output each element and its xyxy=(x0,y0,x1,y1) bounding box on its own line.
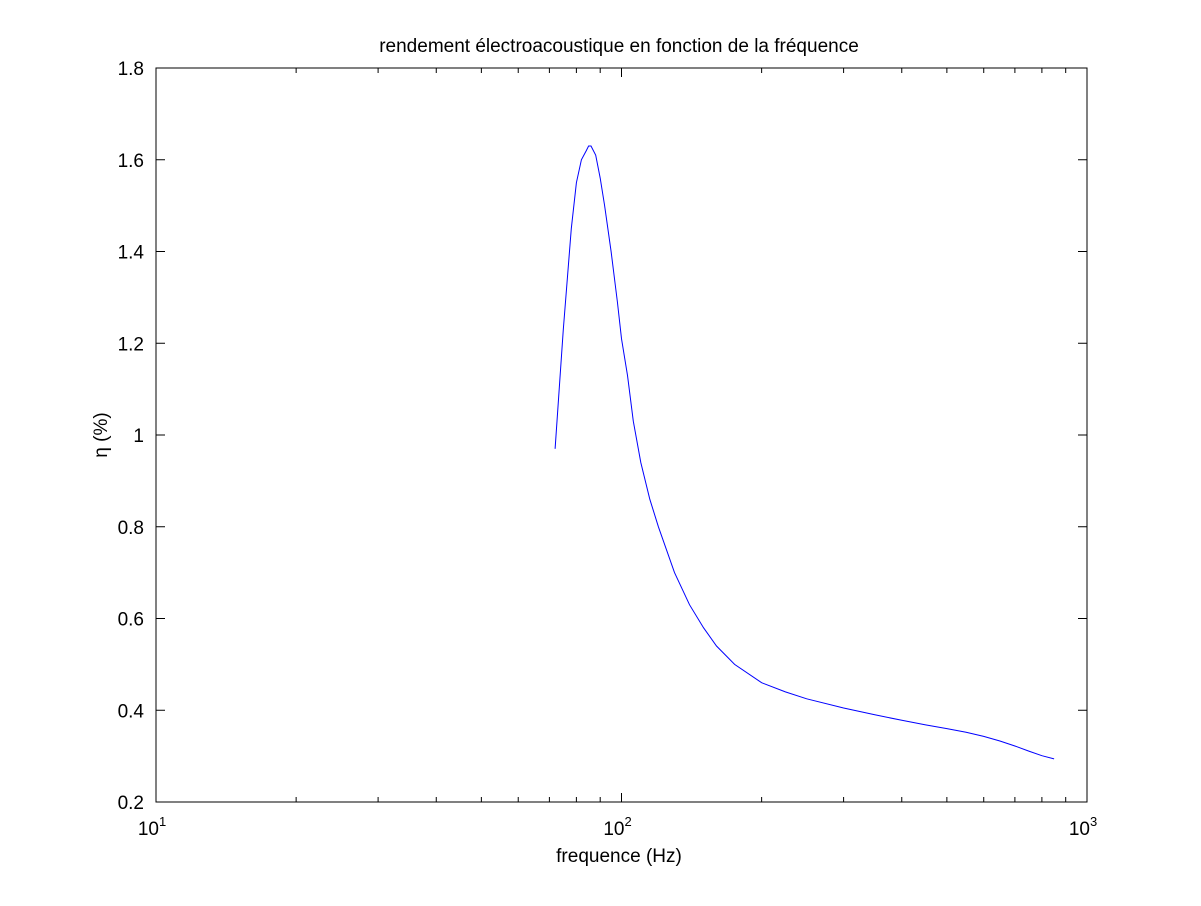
x-tick-base: 10 xyxy=(603,819,624,840)
x-tick-label: 101 xyxy=(138,814,166,840)
y-tick-label: 1 xyxy=(133,426,144,447)
series-line xyxy=(554,145,1055,760)
x-tick-base: 10 xyxy=(1069,819,1090,840)
x-tick-label: 102 xyxy=(603,814,631,840)
y-tick-label: 1.8 xyxy=(118,59,144,80)
y-tick-label: 1.2 xyxy=(118,334,144,355)
chart-title: rendement électroacoustique en fonction … xyxy=(379,36,859,57)
y-tick-label: 0.6 xyxy=(118,610,144,631)
x-tick-exponent: 3 xyxy=(1090,814,1097,829)
x-tick-base: 10 xyxy=(138,819,159,840)
y-tick-label: 0.2 xyxy=(118,793,144,814)
y-axis-label: η (%) xyxy=(91,412,112,457)
x-axis-label: frequence (Hz) xyxy=(556,846,682,867)
plot-frame xyxy=(155,67,1088,803)
x-tick-label: 103 xyxy=(1069,814,1097,840)
y-tick-label: 0.4 xyxy=(118,701,145,722)
x-tick-exponent: 1 xyxy=(159,814,166,829)
y-tick-label: 1.4 xyxy=(118,243,145,264)
y-tick-label: 1.6 xyxy=(118,151,144,172)
series-layer xyxy=(554,145,1055,760)
y-tick-label: 0.8 xyxy=(118,518,144,539)
x-tick-exponent: 2 xyxy=(624,814,631,829)
